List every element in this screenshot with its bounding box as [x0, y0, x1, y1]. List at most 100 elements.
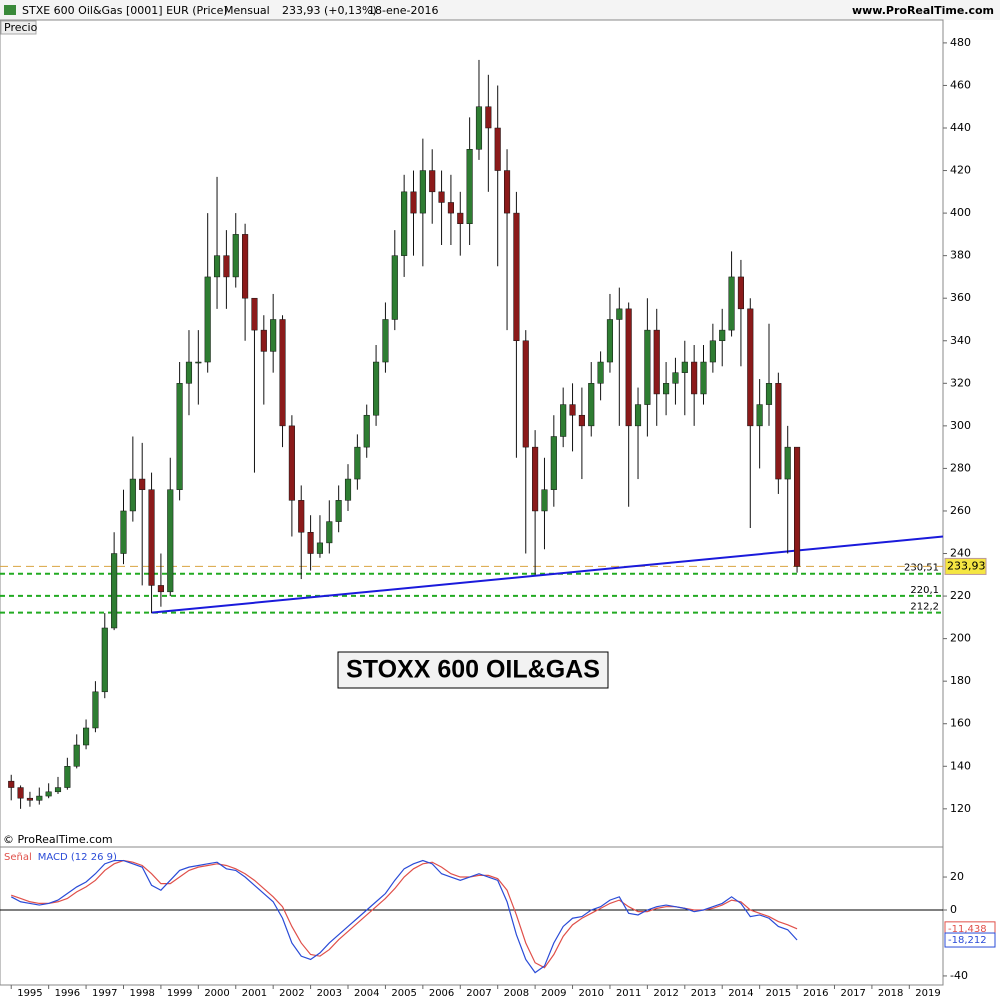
legend-entry: MACD (12 26 9) — [38, 852, 117, 863]
candle-body — [176, 383, 183, 490]
candle-body — [120, 510, 127, 554]
candle-body — [588, 383, 595, 427]
candle-body — [270, 319, 277, 352]
candle-body — [139, 478, 146, 490]
y-tick-label: 480 — [950, 36, 971, 49]
candle-body — [494, 127, 501, 171]
candle-body — [541, 489, 548, 512]
candle-body — [644, 329, 651, 405]
candle-body — [213, 255, 221, 278]
level-label: 230,51 — [904, 563, 939, 574]
candle-body — [709, 340, 716, 363]
y-tick-label: 400 — [950, 206, 971, 219]
y-tick-label: 120 — [950, 802, 971, 815]
y-tick-label: 360 — [950, 291, 971, 304]
x-tick-label: 2009 — [541, 988, 566, 999]
x-tick-label: 1996 — [55, 988, 80, 999]
x-tick-label: 2019 — [915, 988, 940, 999]
candle-body — [54, 787, 62, 793]
candle-body — [251, 297, 258, 331]
y-tick-label: 460 — [950, 78, 971, 91]
y-tick-label: 140 — [950, 759, 971, 772]
candle-body — [242, 234, 249, 299]
candle-body — [288, 425, 295, 501]
last-box — [944, 932, 996, 948]
candle-body — [532, 446, 539, 512]
x-tick-label: 2012 — [653, 988, 678, 999]
candle-body — [83, 727, 90, 746]
header-period: Mensual — [224, 4, 270, 17]
candle-body — [634, 404, 642, 427]
x-tick-label: 2004 — [354, 988, 379, 999]
panel-label: Precio — [4, 21, 38, 34]
x-tick-label: 2001 — [242, 988, 267, 999]
candle-body — [157, 585, 164, 593]
candle-body — [8, 780, 15, 788]
candle-body — [307, 531, 314, 554]
candle-body — [410, 191, 417, 214]
y-tick-label: 440 — [950, 121, 971, 134]
header-last: 233,93 (+0,13%) — [282, 4, 377, 17]
x-tick-label: 1998 — [129, 988, 154, 999]
y-tick-label: 420 — [950, 164, 971, 177]
copyright: © ProRealTime.com — [3, 833, 113, 846]
y-tick-label: 0 — [950, 903, 957, 916]
candle-body — [64, 766, 71, 788]
candle-body — [45, 791, 52, 797]
macd-line — [11, 859, 798, 969]
candle-body — [653, 329, 660, 395]
x-tick-label: 2017 — [840, 988, 865, 999]
y-tick-label: 300 — [950, 419, 971, 432]
candle-body — [578, 414, 585, 427]
y-tick-label: 20 — [950, 870, 964, 883]
candle-body — [279, 319, 286, 427]
header-date: 18-ene-2016 — [368, 4, 438, 17]
last-label: -18,212 — [948, 935, 987, 946]
candle-body — [260, 329, 267, 352]
y-tick-label: 220 — [950, 589, 971, 602]
candle-body — [382, 319, 389, 363]
x-tick-label: 2007 — [466, 988, 491, 999]
candle-body — [447, 202, 454, 214]
candle-body — [784, 446, 791, 480]
candle-body — [111, 553, 118, 629]
x-tick-label: 1999 — [167, 988, 192, 999]
candle-body — [747, 308, 754, 427]
x-tick-label: 2003 — [317, 988, 342, 999]
x-tick-label: 2010 — [579, 988, 604, 999]
header-title: STXE 600 Oil&Gas [0001] EUR (Price) — [22, 4, 228, 17]
candle-body — [167, 489, 174, 593]
candle-body — [344, 478, 352, 501]
y-tick-label: 200 — [950, 632, 971, 645]
x-tick-label: 2018 — [878, 988, 903, 999]
annotation-box — [337, 651, 609, 689]
candle-body — [326, 521, 333, 544]
candle-body — [36, 795, 43, 801]
level-label: 220,1 — [910, 585, 939, 596]
candle-body — [363, 414, 370, 448]
x-tick-label: 2008 — [504, 988, 529, 999]
current-label: 233,93 — [947, 559, 986, 572]
candle-body — [737, 276, 744, 310]
candle-body — [373, 361, 380, 416]
logo — [4, 5, 16, 15]
candle-body — [522, 340, 529, 448]
candle-body — [232, 234, 239, 278]
candle-body — [223, 255, 230, 278]
y-tick-label: 320 — [950, 376, 971, 389]
y-tick-label: 340 — [950, 334, 971, 347]
annotation: STOXX 600 OIL&GAS — [346, 656, 600, 684]
candle-body — [26, 797, 33, 801]
candle-body — [17, 787, 24, 799]
candle-body — [700, 361, 707, 395]
candle-body — [503, 170, 511, 214]
y-tick-label: -40 — [950, 969, 968, 982]
candle-body — [663, 383, 670, 395]
candle-body — [148, 489, 155, 586]
candle-body — [560, 404, 567, 437]
candle-body — [513, 212, 520, 342]
candle-body — [429, 170, 436, 193]
candle-body — [606, 319, 614, 363]
